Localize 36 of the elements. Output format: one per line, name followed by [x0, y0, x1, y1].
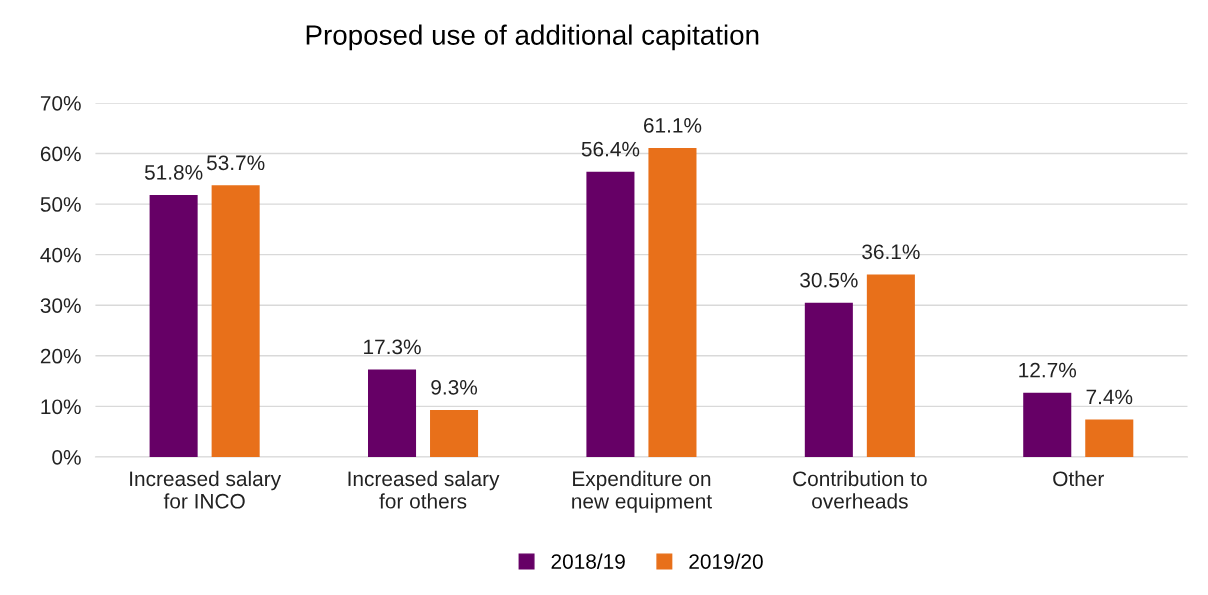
- data-label: 61.1%: [643, 117, 702, 133]
- data-label: 51.8%: [144, 165, 203, 180]
- bar: [430, 409, 479, 457]
- data-label: 53.7%: [206, 155, 265, 171]
- x-tick-label: Increased salary for others: [348, 470, 500, 509]
- x-tick-label: Expenditure on new equipment: [572, 470, 712, 513]
- data-label: 36.1%: [862, 244, 920, 260]
- data-label: 7.4%: [1086, 389, 1133, 405]
- bar: [804, 302, 853, 457]
- legend-label: 2018/19: [551, 553, 625, 569]
- x-tick-label: Contribution to overheads: [793, 470, 927, 509]
- y-tick-label: 10%: [41, 399, 81, 415]
- data-label: 56.4%: [581, 141, 640, 157]
- bar: [586, 171, 635, 457]
- chart-title: Proposed use of additional capitation: [306, 24, 759, 51]
- data-label: 12.7%: [1019, 362, 1077, 378]
- x-tick-label: Increased salary for INCO: [130, 470, 282, 509]
- data-label: 30.5%: [800, 272, 858, 288]
- legend-label: 2019/20: [689, 553, 763, 569]
- y-tick-label: 40%: [40, 247, 81, 263]
- data-label: 9.3%: [431, 379, 478, 395]
- x-tick-label: Other: [1053, 470, 1104, 487]
- bar: [1023, 392, 1072, 457]
- bar: [211, 185, 260, 457]
- y-tick-label: 20%: [40, 348, 81, 364]
- bar: [648, 147, 697, 457]
- data-label: 17.3%: [364, 339, 421, 355]
- bar: [866, 274, 915, 457]
- bar: [368, 369, 417, 457]
- y-tick-label: 50%: [40, 197, 81, 212]
- y-tick-label: 60%: [40, 146, 81, 162]
- y-tick-label: 70%: [40, 95, 81, 111]
- bar: [1085, 419, 1134, 457]
- y-tick-label: 0%: [52, 449, 81, 465]
- bar: [149, 194, 198, 457]
- y-tick-label: 30%: [40, 298, 81, 313]
